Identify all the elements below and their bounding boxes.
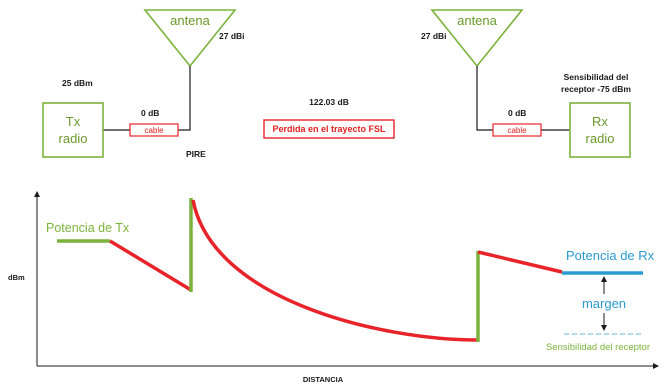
rx-radio-label-line2: radio	[586, 131, 615, 146]
fsl-path-loss-curve	[191, 199, 479, 342]
tx-antenna-feed-line	[178, 66, 191, 131]
rx-cable-label: cable	[507, 126, 527, 135]
rx-power-graph-label: Potencia de Rx	[566, 248, 655, 263]
path-loss-label: Perdida en el trayecto FSL	[272, 124, 386, 134]
tx-power-graph-label: Potencia de Tx	[46, 221, 130, 235]
rx-sensitivity-line2: receptor -75 dBm	[561, 84, 631, 94]
tx-antenna: antena	[143, 9, 237, 68]
level-graph: dBm DISTANCIA Potencia de Tx Potencia de…	[8, 191, 659, 384]
path-loss-value: 122.03 dB	[309, 97, 349, 107]
rx-antenna-feed-line	[476, 66, 493, 131]
tx-radio-label-line2: radio	[59, 131, 88, 146]
tx-antenna-label: antena	[170, 13, 211, 28]
tx-radio: Tx radio	[42, 102, 104, 158]
tx-radio-label-line1: Tx	[66, 114, 81, 129]
tx-radio-box	[42, 102, 104, 158]
rx-cable-loss: 0 dB	[508, 108, 526, 118]
tx-cable-box	[129, 123, 179, 137]
rx-radio-box	[569, 102, 631, 158]
y-axis-label: dBm	[8, 273, 25, 282]
tx-antenna-gain: 27 dBi	[219, 31, 245, 41]
sensitivity-graph-label: Sensibilidad del receptor	[546, 342, 650, 353]
tx-antenna-triangle-icon	[143, 9, 237, 68]
rx-antenna-triangle-icon	[430, 9, 524, 68]
tx-cable-loss: 0 dB	[141, 108, 159, 118]
tx-power: 25 dBm	[62, 78, 93, 88]
x-axis-label: DISTANCIA	[303, 375, 344, 384]
rx-radio-label-line1: Rx	[592, 114, 608, 129]
rx-antenna-label: antena	[457, 13, 498, 28]
rx-sensitivity-line1: Sensibilidad del	[564, 72, 629, 82]
rx-cable-loss-segment	[477, 250, 563, 274]
rx-cable-box	[492, 123, 542, 137]
tx-cable-label: cable	[144, 126, 164, 135]
rx-antenna-gain: 27 dBi	[421, 31, 447, 41]
rx-radio: Rx radio	[569, 102, 631, 158]
rx-antenna: antena	[430, 9, 524, 68]
tx-cable-loss-segment	[109, 239, 192, 292]
margin-label: margen	[582, 296, 626, 311]
path-loss-box	[263, 119, 395, 139]
eirp-label: PIRE	[186, 149, 206, 159]
